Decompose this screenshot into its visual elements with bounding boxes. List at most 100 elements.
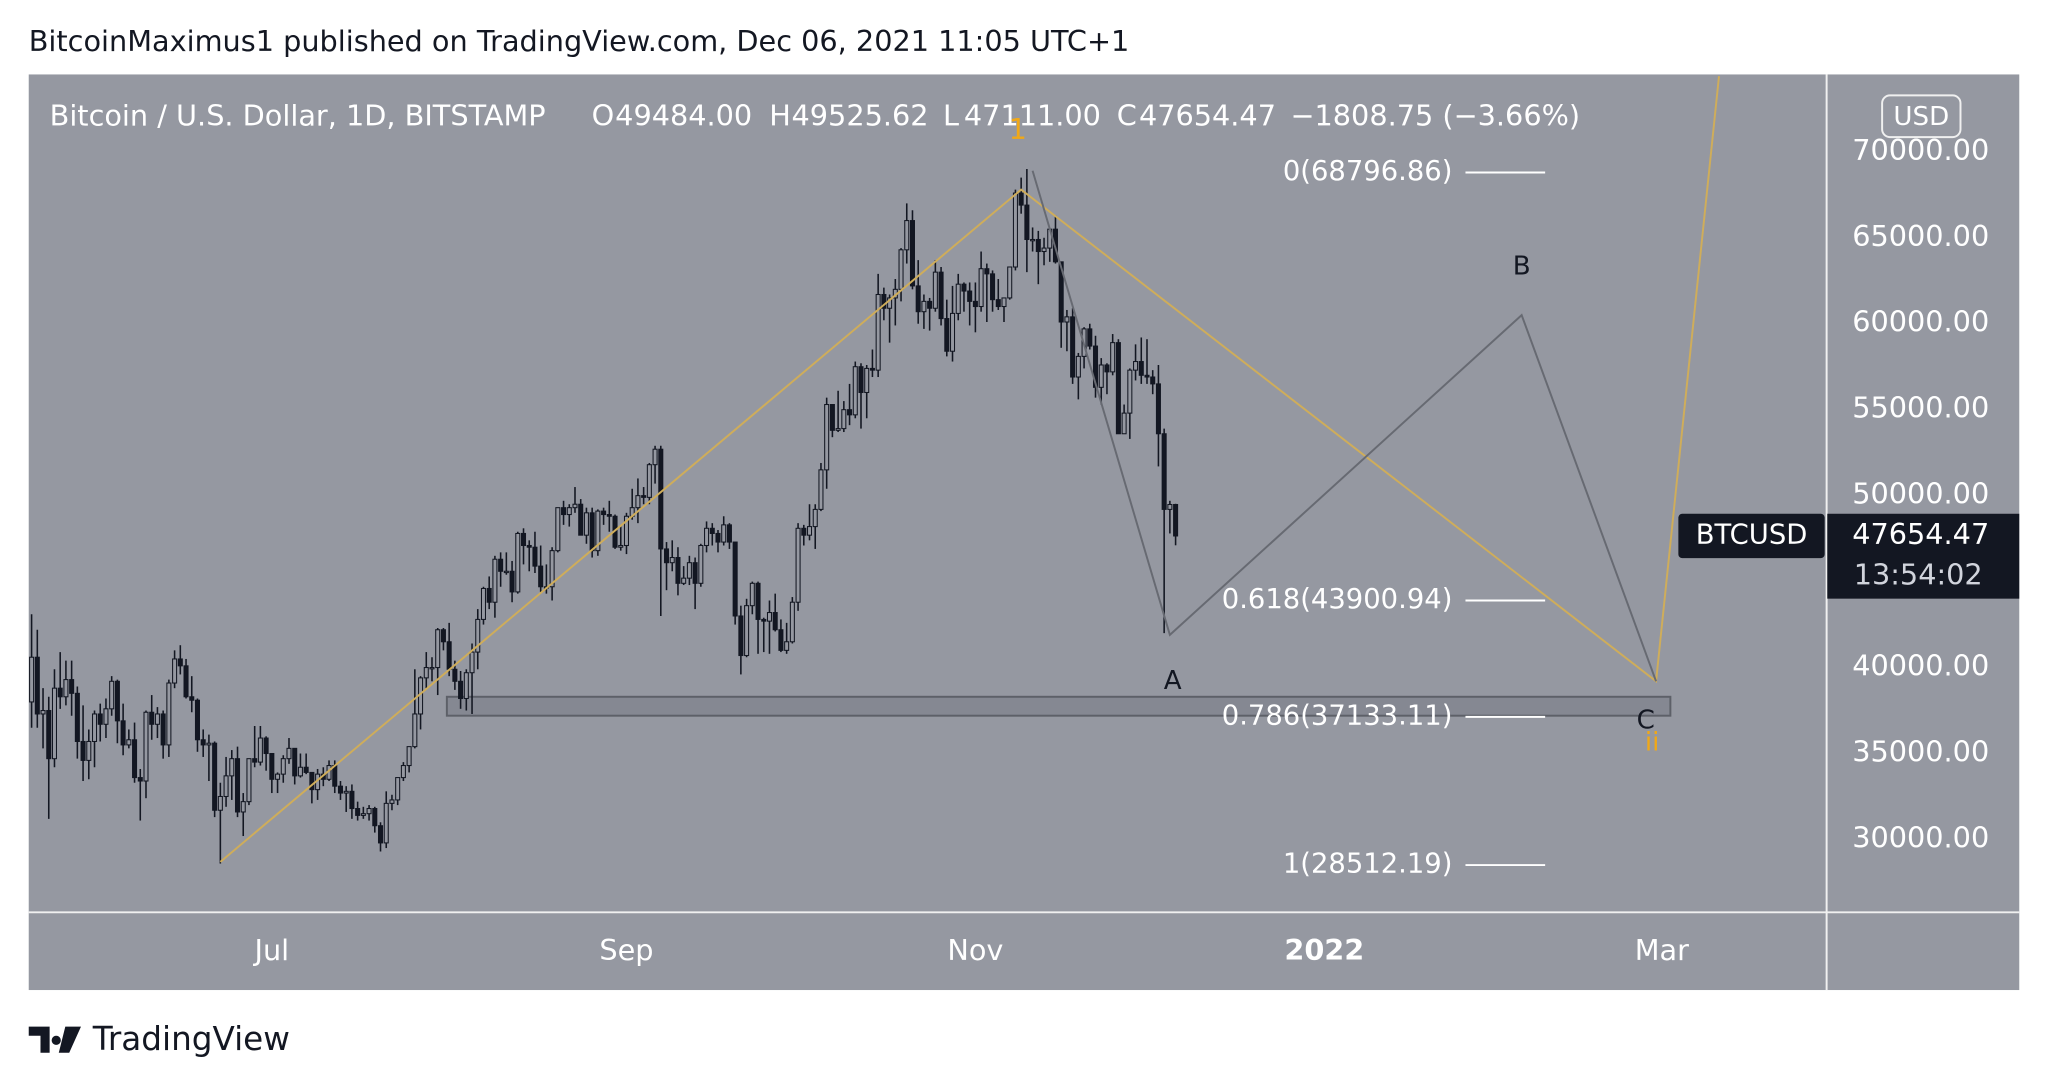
- plot-area: 0(68796.86) 0.618(43900.94) 0.786(37133.11…: [29, 76, 1720, 880]
- symbol-tag-label: BTCUSD: [1696, 519, 1808, 550]
- candle-body: [772, 612, 778, 631]
- candle-body: [57, 687, 63, 698]
- candle-body: [995, 299, 1001, 308]
- candle-body: [29, 656, 35, 703]
- candle-body: [1064, 316, 1070, 323]
- candle-body: [555, 507, 561, 552]
- candle-body: [806, 526, 813, 536]
- y-tick-label: 50000.00: [1852, 477, 1989, 511]
- candle-body: [1110, 342, 1116, 373]
- candle-body: [269, 752, 275, 780]
- candle-body: [166, 682, 172, 746]
- symbol-tag: [1678, 513, 1825, 559]
- candle-body: [1018, 192, 1024, 206]
- candle-body: [458, 680, 464, 700]
- legend-value: 49525.62: [792, 99, 929, 133]
- candle-body: [778, 629, 784, 651]
- candle-body: [349, 790, 355, 810]
- x-tick-label: 2022: [1284, 933, 1364, 967]
- candle-body: [372, 808, 378, 827]
- candle-body: [927, 300, 933, 309]
- candle-body: [961, 283, 967, 292]
- candle-body: [692, 562, 698, 584]
- candle-body: [406, 746, 412, 767]
- candle-body: [217, 795, 223, 811]
- candle-body: [1127, 369, 1133, 414]
- candle-body: [709, 527, 715, 534]
- candle-body: [212, 742, 218, 811]
- candle-body: [583, 512, 589, 536]
- candle-body: [132, 739, 138, 779]
- candle-body: [852, 366, 858, 416]
- candle-body: [263, 737, 269, 755]
- candle-body: [606, 514, 612, 517]
- candle-body: [377, 825, 384, 844]
- candle-body: [1138, 361, 1144, 376]
- candle-body: [932, 271, 938, 309]
- candle-body: [240, 801, 246, 813]
- legend-value: 49484.00: [615, 99, 752, 133]
- price-tag: [1827, 513, 2020, 599]
- candle-body: [1161, 433, 1167, 510]
- candle-body: [766, 612, 772, 622]
- y-tick-label: 35000.00: [1852, 735, 1989, 769]
- candle-body: [480, 587, 486, 620]
- wave-line: [219, 76, 1720, 863]
- candle-body: [503, 570, 509, 574]
- candle-body: [103, 708, 109, 725]
- candle-body: [177, 658, 183, 667]
- candle-body: [355, 808, 361, 816]
- currency-button[interactable]: [1881, 94, 1962, 139]
- candle-body: [835, 428, 841, 431]
- candle-body: [1024, 204, 1030, 241]
- candle-body: [824, 404, 830, 471]
- candle-body: [589, 512, 595, 552]
- candle-body: [149, 711, 155, 725]
- candle-body: [1041, 247, 1047, 253]
- logo-icon: [28, 1026, 81, 1053]
- candle-body: [292, 747, 298, 777]
- candle-body: [80, 740, 86, 761]
- candle-body: [921, 300, 927, 313]
- wave-label: B: [1513, 251, 1531, 281]
- candle-body: [194, 699, 200, 741]
- legend-key: O: [592, 99, 615, 133]
- candle-body: [69, 679, 75, 694]
- candle-body: [492, 558, 498, 603]
- wave-label: ii: [1645, 728, 1660, 758]
- candle-body: [669, 557, 675, 564]
- candle-body: [761, 618, 767, 622]
- legend-key: H: [769, 99, 791, 133]
- candle-body: [572, 503, 578, 509]
- candle-body: [463, 672, 469, 700]
- candle-body: [715, 532, 721, 543]
- legend-change: −1808.75 (−3.66%): [1290, 99, 1580, 133]
- candle-body: [172, 658, 178, 684]
- candle-body: [967, 290, 973, 302]
- candle-body: [601, 510, 607, 516]
- candle-body: [812, 508, 818, 528]
- candle-body: [646, 464, 652, 498]
- currency-label[interactable]: USD: [1893, 102, 1949, 132]
- candle-body: [566, 507, 572, 516]
- candle-body: [978, 268, 984, 308]
- candle-body: [795, 527, 801, 603]
- candle-body: [1058, 261, 1064, 323]
- candle-body: [429, 667, 435, 670]
- candle-body: [120, 720, 126, 746]
- candle-body: [663, 548, 670, 564]
- y-tick-label: 70000.00: [1852, 133, 1989, 167]
- candle-body: [972, 300, 978, 308]
- candle-body: [309, 771, 315, 791]
- candle-body: [1173, 503, 1179, 537]
- candle-body: [915, 285, 921, 313]
- candle-body: [658, 448, 664, 550]
- x-tick-label: Jul: [253, 933, 290, 967]
- y-tick-label: 40000.00: [1852, 649, 1989, 683]
- wave-line: [1031, 170, 1657, 682]
- candle-body: [509, 570, 515, 593]
- candle-body: [252, 758, 258, 763]
- candle-body: [1121, 412, 1127, 435]
- candle-body: [829, 404, 835, 431]
